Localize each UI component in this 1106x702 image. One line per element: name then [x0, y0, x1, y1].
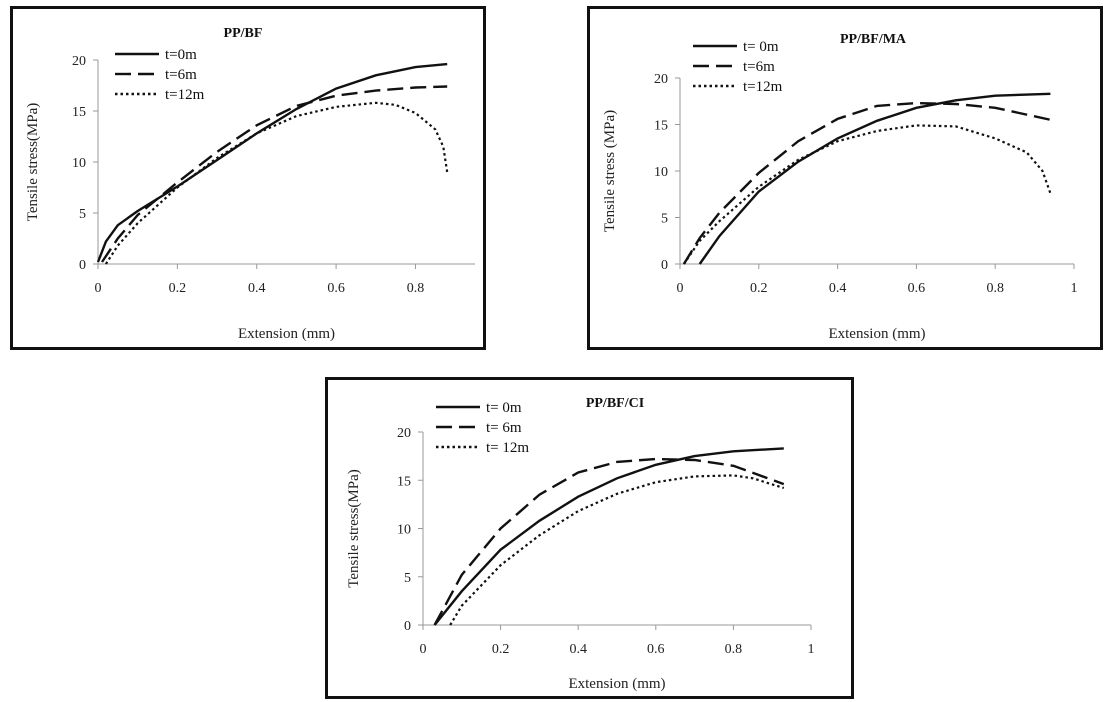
chart-pp-bf-ci: PP/BF/CI 0 5 10 15 20 0 0.2 0.4 0.6 0.8 1 Extension …	[346, 396, 815, 692]
y-tick-label: 20	[397, 426, 411, 441]
x-tick-label: 0	[677, 281, 684, 296]
chart-pp-bf: PP/BF 0 5 10 15 20 0 0.2 0.4 0.6 0.8 Extension (mm)…	[25, 26, 475, 342]
y-tick-label: 5	[404, 571, 411, 586]
legend-label: t=6m	[165, 67, 197, 83]
chart-title: PP/BF	[224, 26, 263, 41]
legend-label: t= 0m	[743, 39, 779, 55]
x-tick-label: 0.6	[908, 281, 926, 296]
x-tick-label: 0.6	[647, 642, 665, 657]
x-axis-label: Extension (mm)	[828, 326, 925, 342]
series-line-solid	[698, 92, 1051, 265]
series-line-dashed	[101, 85, 448, 263]
x-tick-label: 0	[95, 281, 102, 296]
y-tick-label: 15	[654, 119, 668, 134]
x-tick-label: 0.2	[492, 642, 510, 657]
x-tick-label: 0.4	[569, 642, 587, 657]
x-tick-label: 0.6	[327, 281, 345, 296]
legend-label: t=12m	[165, 87, 205, 103]
y-tick-label: 10	[654, 165, 668, 180]
y-axis-label: Tensile stress (MPa)	[602, 110, 618, 232]
series-line-solid	[433, 447, 784, 626]
legend-label: t=6m	[743, 59, 775, 75]
legend-label: t=12m	[743, 79, 783, 95]
y-tick-label: 20	[72, 54, 86, 69]
y-tick-label: 0	[79, 258, 86, 273]
x-tick-label: 0.2	[750, 281, 768, 296]
legend-label: t= 6m	[486, 420, 522, 436]
x-tick-label: 0	[420, 642, 427, 657]
legend-label: t=0m	[165, 47, 197, 63]
y-tick-label: 0	[661, 258, 668, 273]
chart-title: PP/BF/MA	[840, 32, 907, 47]
chart-panel-pp-bf: PP/BF 0 5 10 15 20 0 0.2 0.4 0.6 0.8 Extension (mm)…	[10, 6, 486, 350]
y-tick-label: 15	[397, 474, 411, 489]
series-line-dotted	[449, 474, 785, 626]
series-line-dashed	[433, 457, 785, 626]
x-tick-label: 0.2	[169, 281, 187, 296]
x-tick-label: 0.8	[986, 281, 1004, 296]
y-tick-label: 5	[79, 207, 86, 222]
y-tick-label: 0	[404, 619, 411, 634]
x-axis-label: Extension (mm)	[238, 326, 335, 342]
x-tick-label: 0.4	[829, 281, 847, 296]
y-tick-label: 20	[654, 72, 668, 87]
x-tick-label: 1	[808, 642, 815, 657]
y-tick-label: 5	[661, 212, 668, 227]
x-axis-label: Extension (mm)	[568, 676, 665, 692]
x-tick-label: 0.8	[725, 642, 743, 657]
y-axis-label: Tensile stress(MPa)	[25, 103, 41, 222]
y-tick-label: 15	[72, 105, 86, 120]
chart-panel-pp-bf-ci: PP/BF/CI 0 5 10 15 20 0 0.2 0.4 0.6 0.8 1 Extension …	[325, 377, 854, 699]
legend-label: t= 12m	[486, 440, 529, 456]
series-line-dotted	[104, 101, 449, 265]
chart-panel-pp-bf-ma: PP/BF/MA 0 5 10 15 20 0 0.2 0.4 0.6 0.8 1 Extension …	[587, 6, 1103, 350]
x-tick-label: 1	[1071, 281, 1078, 296]
chart-pp-bf-ma: PP/BF/MA 0 5 10 15 20 0 0.2 0.4 0.6 0.8 1 Extension …	[602, 32, 1078, 342]
x-tick-label: 0.4	[248, 281, 266, 296]
y-tick-label: 10	[72, 156, 86, 171]
series-line-dashed	[682, 101, 1051, 265]
y-tick-label: 10	[397, 523, 411, 538]
series-line-dotted	[682, 124, 1052, 265]
y-axis-label: Tensile stress(MPa)	[346, 469, 362, 588]
chart-title: PP/BF/CI	[586, 396, 644, 411]
legend-label: t= 0m	[486, 400, 522, 416]
x-tick-label: 0.8	[407, 281, 425, 296]
